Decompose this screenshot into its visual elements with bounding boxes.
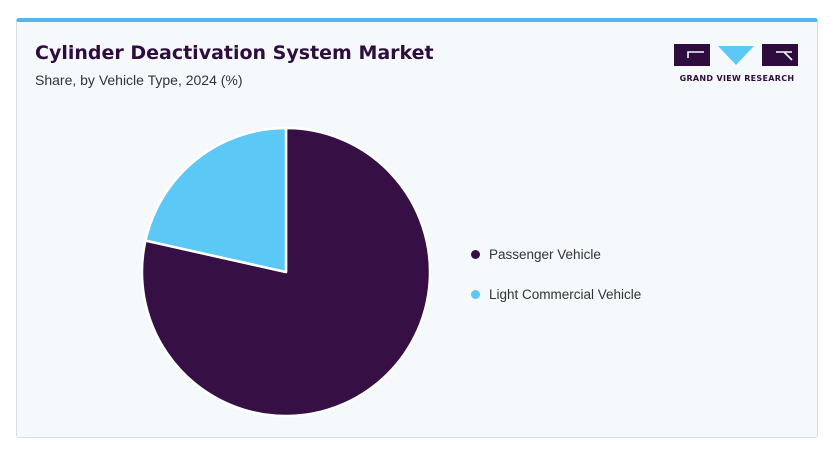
logo-text: GRAND VIEW RESEARCH [679, 74, 795, 83]
logo-mark-icon [674, 44, 798, 66]
pie-slices [140, 126, 432, 418]
legend-marker-passenger-vehicle [471, 249, 480, 259]
chart-legend: Passenger Vehicle Light Commercial Vehic… [471, 244, 641, 324]
pie-slice-light-commercial-vehicle [144, 126, 288, 274]
pie-chart [140, 126, 432, 418]
legend-label-light-commercial-vehicle: Light Commercial Vehicle [489, 286, 642, 302]
legend-item-passenger-vehicle: Passenger Vehicle [471, 244, 641, 264]
chart-card: Cylinder Deactivation System Market Shar… [16, 18, 818, 438]
chart-title: Cylinder Deactivation System Market [35, 42, 434, 64]
legend-label-passenger-vehicle: Passenger Vehicle [489, 246, 601, 262]
chart-subtitle: Share, by Vehicle Type, 2024 (%) [35, 72, 243, 88]
legend-marker-light-commercial-vehicle [471, 289, 480, 299]
legend-item-light-commercial-vehicle: Light Commercial Vehicle [471, 284, 641, 304]
grand-view-research-logo: GRAND VIEW RESEARCH [674, 44, 800, 88]
